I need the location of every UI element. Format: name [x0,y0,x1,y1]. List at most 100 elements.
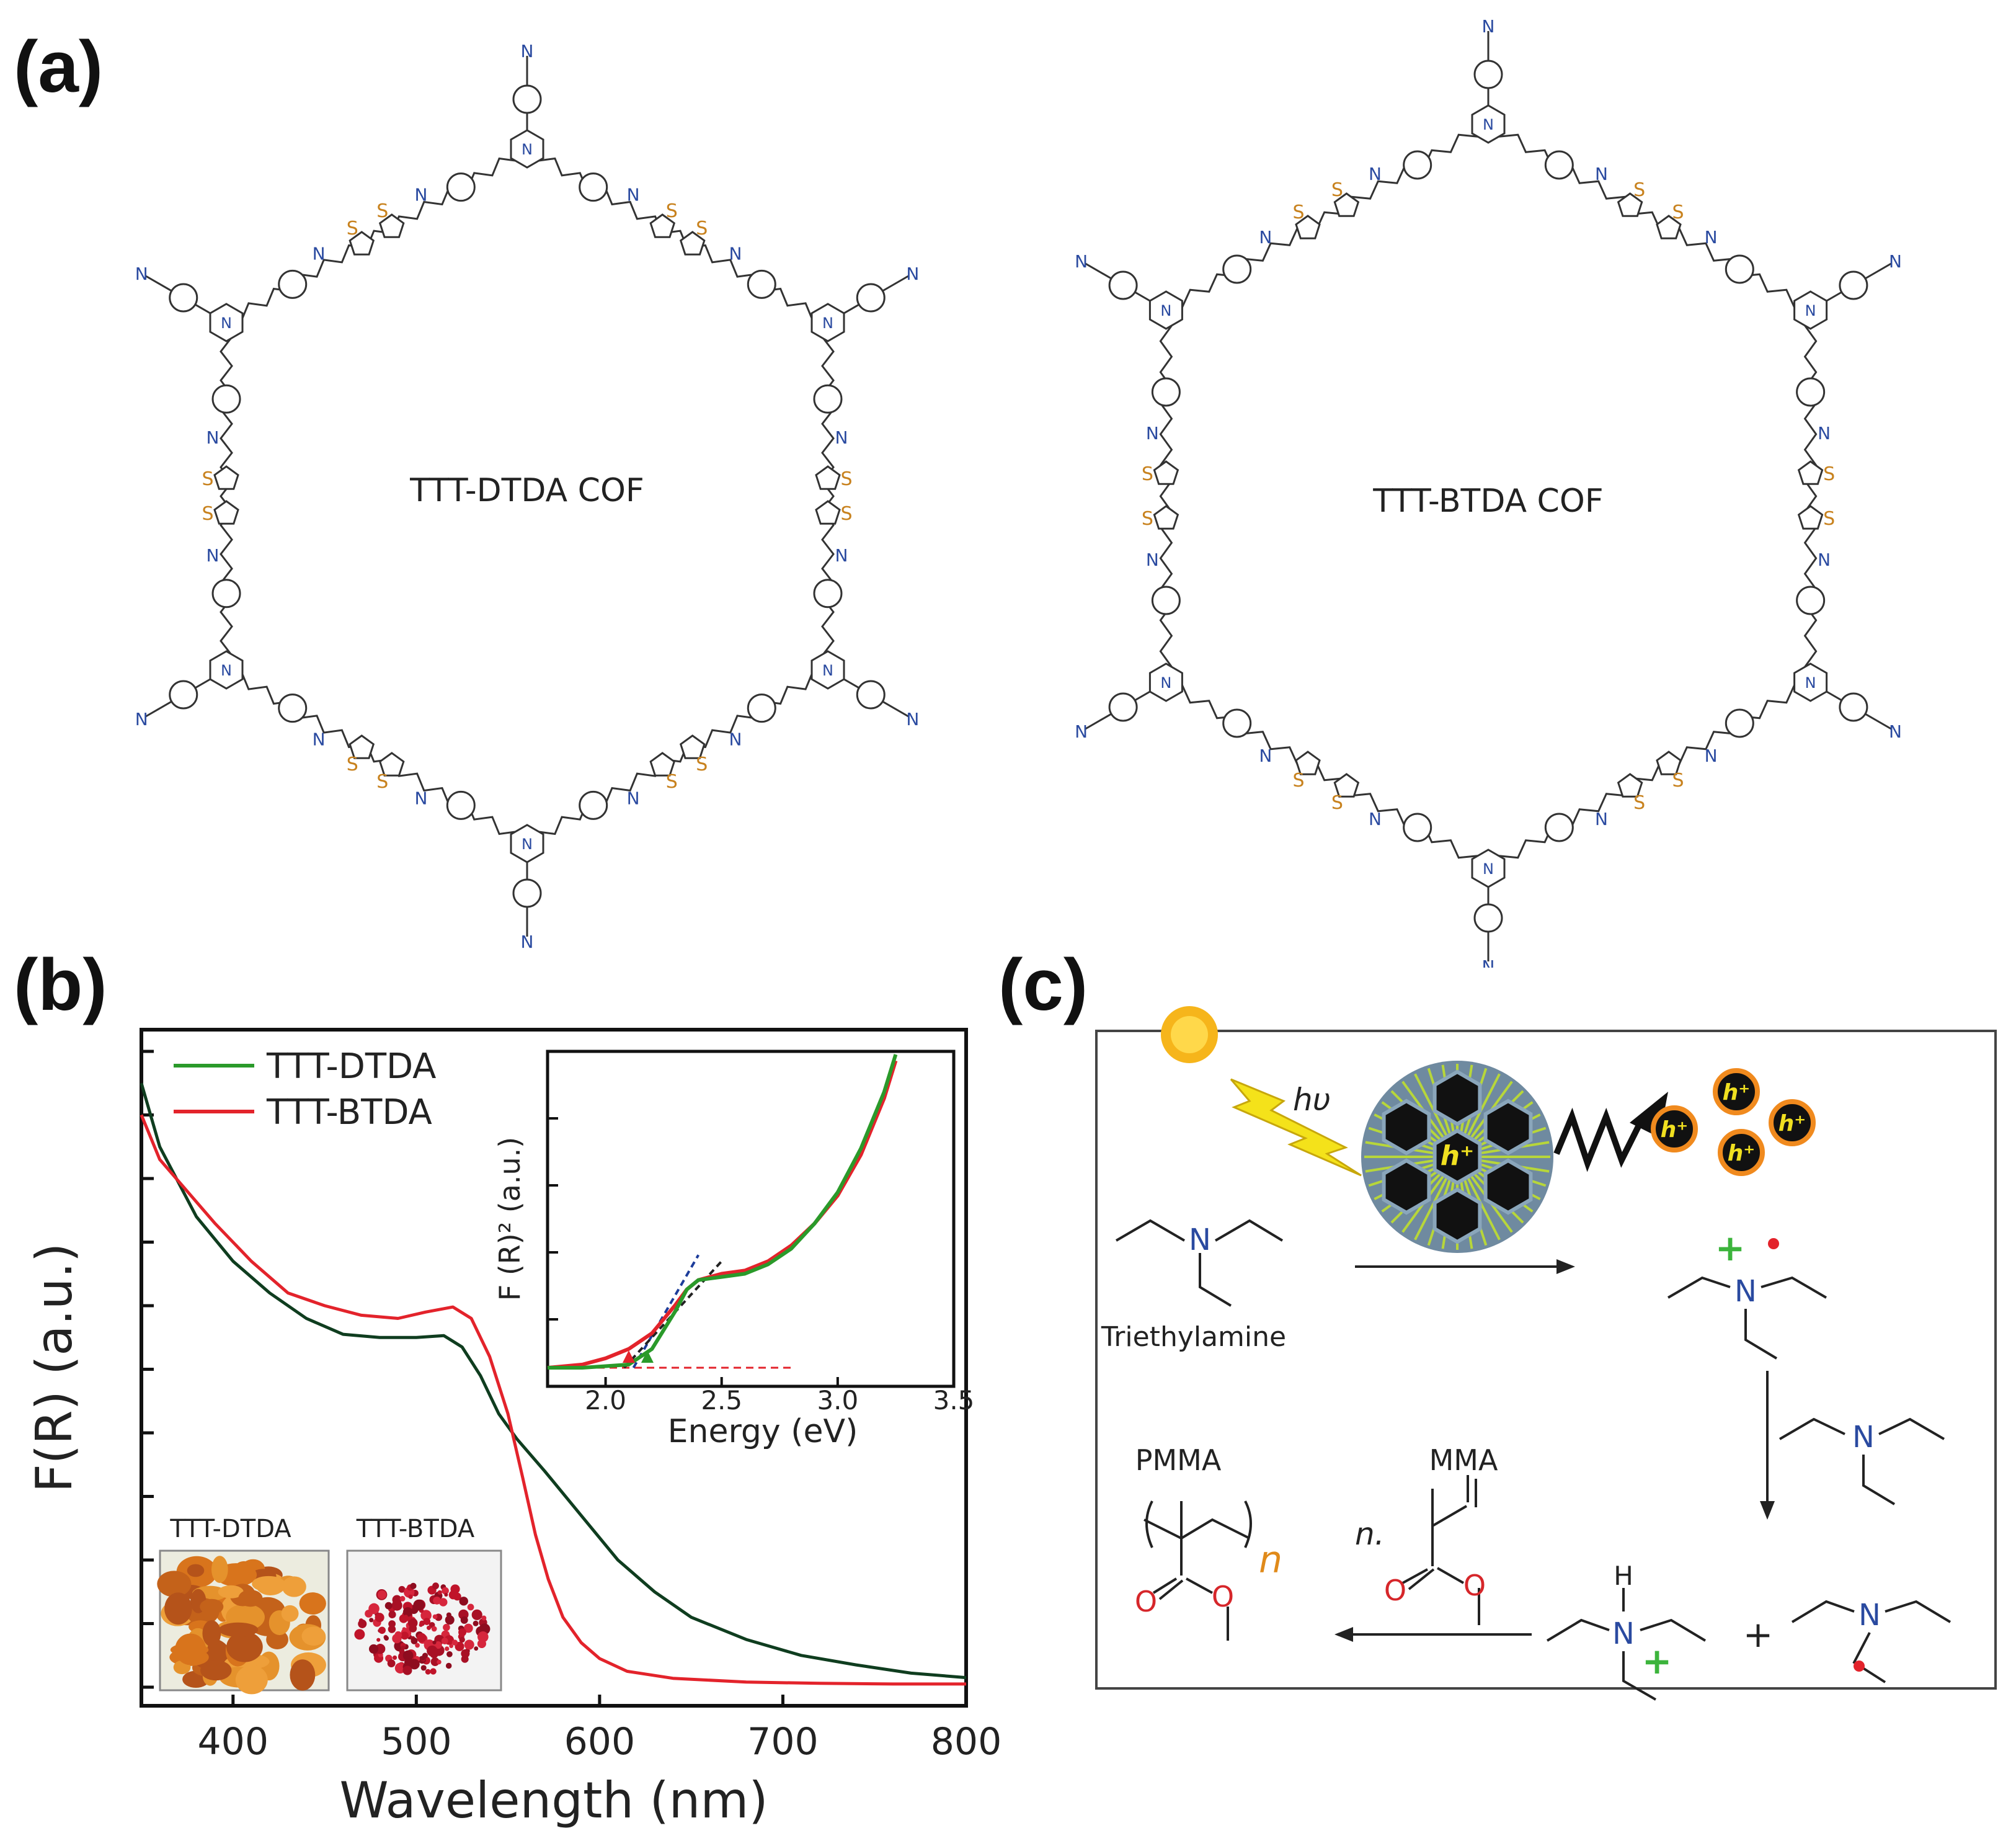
powder-chunk [211,1556,228,1583]
inset-series-lines [547,1054,898,1370]
inset-y-axis-label: F (R)² (a.u.) [493,1137,526,1301]
powder-grain [442,1587,449,1595]
sulfur-label: S [1633,792,1645,814]
energy-transfer-zigzag-icon [1553,1107,1646,1172]
imine-n-label: N [835,545,848,566]
benzene-ring [1725,708,1754,738]
powder-grain [404,1615,408,1619]
powder-grain [441,1638,448,1644]
triazine-n-label: N [522,836,533,853]
thiophene-ring [1797,460,1824,485]
powder-grain [376,1638,381,1642]
powder-grain [451,1639,458,1646]
imine-n-label: N [1818,550,1831,570]
sample-photos: TTT-DTDA TTT-BTDA [157,1515,502,1695]
powder-grain [430,1657,440,1666]
benzene-ring [579,790,608,820]
imine-n-label: N [729,729,742,749]
benzene-ring [1473,903,1503,933]
imine-n-label: N [835,427,848,448]
thiophene-ring [1617,192,1643,217]
powder-grain [391,1600,402,1611]
powder-grain [449,1644,454,1648]
powder-grain [399,1595,406,1602]
powder-grain [387,1659,396,1668]
triazine-ring [1793,290,1828,330]
powder-grain [375,1613,384,1623]
sulfur-label: S [666,200,678,222]
triazine-ring [810,303,845,342]
photo-label-ttt-btda: TTT-BTDA [356,1515,475,1543]
imine-n-label: N [414,184,427,205]
benzene-ring [1796,377,1826,407]
thiophene-ring [213,465,239,490]
benzene-ring [211,579,241,608]
benzene-ring [278,693,308,723]
imine-n-label: N [1595,164,1608,184]
cation-plus-1: + [1715,1227,1746,1269]
sulfur-label: S [840,503,852,525]
triazine-n-label: N [1805,302,1816,319]
imine-n-label: N [1146,550,1159,570]
imine-n-label: N [1889,721,1902,742]
powder-chunk [226,1631,263,1662]
imine-n-label: N [1595,809,1608,829]
x-tick-label: 500 [381,1720,452,1763]
triazine-ring [1148,290,1183,330]
main-x-axis-label: Wavelength (nm) [339,1772,768,1829]
sulfur-label: S [1633,179,1645,201]
powder-grain [402,1665,412,1675]
amine-n-2: N [1734,1274,1757,1309]
powder-grain [467,1603,474,1611]
benzene-ring [1473,60,1503,89]
imine-n-label: N [1369,164,1382,184]
powder-grain [413,1599,425,1611]
x-tick-label: 700 [747,1720,819,1763]
hole-label: h⁺ [1661,1117,1689,1143]
powder-grain [446,1651,453,1657]
main-y-axis-label: F(R) (a.u.) [25,1243,83,1492]
pmma-label: PMMA [1135,1443,1222,1477]
powder-grain [399,1649,405,1655]
powder-grain [420,1610,432,1621]
powder-grain [432,1614,438,1620]
triethylammonium [1546,1588,1707,1701]
sulfur-label: S [840,468,852,490]
benzene-ring [1544,813,1574,842]
imine-n-label: N [313,729,326,749]
triazine-n-label: N [522,141,533,158]
ammonium-h: H [1614,1561,1633,1591]
x-tick-label: 600 [564,1720,636,1763]
framework-bond-chain [529,143,831,321]
framework-bond-chain [529,671,831,849]
sulfur-label: S [1672,202,1684,223]
triazine-ring [1148,662,1183,702]
benzene-ring [512,878,542,908]
triazine-ring [209,303,244,342]
framework-bond-chain [1163,118,1486,308]
sulfur-label: S [347,218,358,239]
ammonium-plus: + [1642,1640,1672,1682]
benzene-ring [1839,270,1868,300]
powder-grain [422,1652,429,1659]
benzene-ring [747,269,776,299]
inset-series-ttt-btda [547,1060,898,1370]
panel-label-a: (a) [14,26,104,108]
sulfur-label: S [1142,508,1153,530]
powder-chunk [301,1626,326,1646]
benzene-ring [512,84,542,114]
powder-grain [443,1623,450,1631]
powder-grain [434,1641,442,1649]
benzene-ring [169,283,198,313]
cof-structures-figure: TTT-DTDA COF TTT-BTDA COF NNSSNNSSNNSSNN… [135,16,1902,968]
hole-label: h⁺ [1778,1111,1806,1136]
series-line-ttt-btda [140,1114,966,1686]
benzene-ring [1403,813,1432,842]
sulfur-label: S [1292,202,1304,223]
powder-grain [463,1623,473,1633]
benzene-ring [813,384,843,414]
x-tick-label: 800 [931,1720,1002,1763]
powder-grain [477,1631,489,1643]
benzene-ring [1544,150,1574,180]
